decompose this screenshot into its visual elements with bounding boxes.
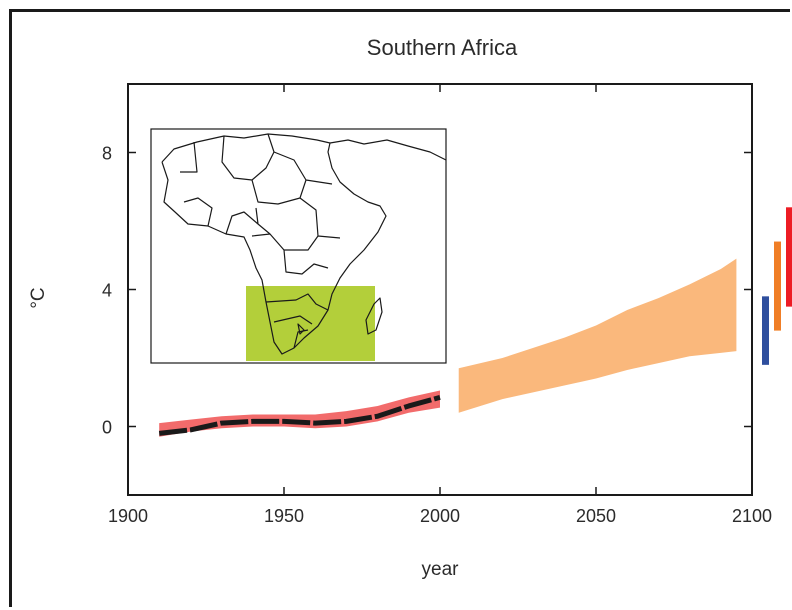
africa-outline	[161, 133, 447, 355]
chart-figure: Southern Africa 1900 1950 2000 2050 2100 0 4 8 …	[9, 9, 792, 607]
y-tick-label: 8	[102, 144, 112, 164]
x-tick-label: 2050	[576, 506, 616, 526]
x-tick-label: 2000	[420, 506, 460, 526]
tick-layer: 1900 1950 2000 2050 2100 0 4 8	[102, 84, 772, 526]
range-bar-2	[786, 207, 792, 307]
series-band-2	[458, 258, 737, 413]
range-bar-0	[762, 296, 769, 365]
data-layer	[158, 258, 737, 437]
x-tick-label: 2100	[732, 506, 772, 526]
y-axis-label: °C	[28, 287, 49, 308]
chart-title: Southern Africa	[367, 35, 518, 60]
x-tick-label: 1950	[264, 506, 304, 526]
chart-svg: Southern Africa 1900 1950 2000 2050 2100048 …	[28, 35, 792, 580]
x-tick-label: 1900	[108, 506, 148, 526]
inset-map	[150, 128, 447, 364]
range-bars	[762, 207, 792, 365]
range-bar-1	[774, 241, 781, 331]
y-tick-label: 4	[102, 281, 112, 301]
series-band-0	[159, 390, 440, 437]
y-tick-label: 0	[102, 418, 112, 438]
series-line-1	[158, 394, 441, 436]
x-axis-label: year	[422, 559, 460, 580]
